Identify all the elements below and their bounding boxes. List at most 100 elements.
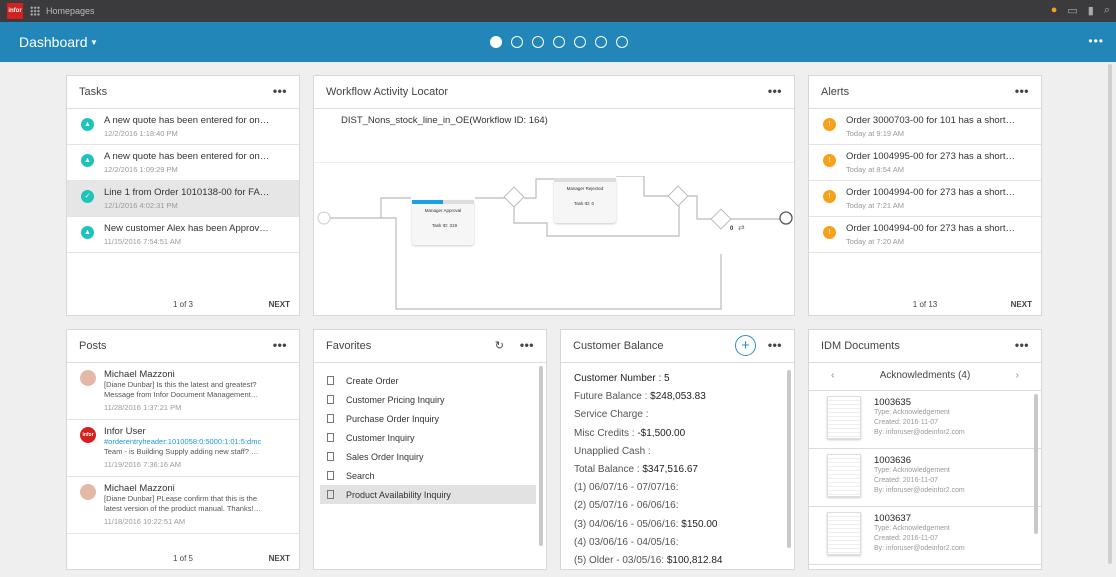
page-dot[interactable] (616, 36, 628, 48)
post-item[interactable]: infor Infor User #orderentryheader:1010058… (67, 420, 299, 477)
more-icon[interactable]: ••• (767, 338, 782, 352)
gateway (710, 208, 732, 230)
node-label: Manager Approval (424, 208, 462, 213)
widget-title: Favorites (326, 340, 372, 352)
favorite-item[interactable]: Search (320, 466, 536, 485)
favorite-item[interactable]: Customer Inquiry (320, 428, 536, 447)
chevron-left-icon[interactable]: ‹ (831, 370, 835, 381)
post-item[interactable]: Michael Mazzoni [Diane Dunbar] PLease con… (67, 477, 299, 534)
app-grid-icon[interactable] (30, 6, 40, 16)
more-icon[interactable]: ••• (1088, 34, 1104, 48)
more-icon[interactable]: ••• (272, 338, 287, 352)
task-date: 12/2/2016 1:18:40 PM (104, 129, 178, 138)
balance-row: Unapplied Cash : (574, 445, 651, 457)
widget-title: Tasks (79, 86, 108, 98)
post-link[interactable]: #orderentryheader:1010058:0:5000:1:01:5:… (104, 437, 262, 446)
task-text: A new quote has been entered for on… (104, 151, 270, 162)
homepages-label[interactable]: Homepages (46, 6, 95, 16)
page-dot[interactable] (574, 36, 586, 48)
alert-item[interactable]: ! Order 1004994-00 for 273 has a short… To… (809, 217, 1041, 253)
alert-item[interactable]: ! Order 1004995-00 for 273 has a short… To… (809, 145, 1041, 181)
task-date: 11/15/2016 7:54:51 AM (104, 237, 182, 246)
alert-date: Today at 7:21 AM (846, 201, 904, 210)
document-item[interactable]: 1003636 Type: Acknowledgement Created: 201… (809, 449, 1041, 507)
document-icon (327, 452, 334, 461)
scrollbar[interactable] (539, 366, 543, 546)
more-icon[interactable]: ••• (1014, 84, 1029, 98)
page-dot[interactable] (511, 36, 523, 48)
search-icon[interactable]: ⌕ (1103, 4, 1110, 16)
more-icon[interactable]: ••• (1014, 338, 1029, 352)
bell-icon: ▲ (81, 154, 94, 167)
chevron-right-icon[interactable]: › (1015, 370, 1019, 381)
favorite-label: Purchase Order Inquiry (346, 413, 440, 424)
task-item[interactable]: ▲ New customer Alex has been Approv… 11/15… (67, 217, 299, 253)
refresh-icon[interactable]: ↻ (494, 340, 504, 352)
workflow-widget: Workflow Activity Locator ••• DIST_Nons_s… (313, 75, 795, 316)
page-dot[interactable] (553, 36, 565, 48)
task-item[interactable]: ▲ A new quote has been entered for on… 12/… (67, 145, 299, 181)
post-text: Team - is Building Supply adding new sta… (104, 447, 259, 456)
category-label: Acknowledments (4) (879, 370, 971, 381)
user-icon[interactable]: ● (1050, 4, 1058, 16)
tasks-widget: Tasks ••• ▲ A new quote has been entered f… (66, 75, 300, 316)
post-author: Infor User (104, 426, 146, 437)
task-text: A new quote has been entered for on… (104, 115, 270, 126)
workflow-node-manager-rejected[interactable]: Manager Rejected Task ID: 0 (554, 178, 616, 223)
post-item[interactable]: Michael Mazzoni [Diane Dunbar] Is this th… (67, 363, 299, 420)
favorite-item[interactable]: Product Availability Inquiry (320, 485, 536, 504)
bookmark-icon[interactable]: ▮ (1087, 5, 1094, 17)
alert-text: Order 1004995-00 for 273 has a short… (846, 151, 1015, 162)
document-icon (327, 471, 334, 480)
document-icon (327, 433, 334, 442)
favorite-item[interactable]: Customer Pricing Inquiry (320, 390, 536, 409)
workflow-node-manager-approval[interactable]: Manager Approval Task ID: 319 (412, 200, 474, 245)
swap-icon[interactable]: ⇄ (738, 223, 745, 232)
page-title[interactable]: Dashboard (19, 34, 88, 50)
balance-list: Customer Number : 5 Future Balance : $24… (561, 363, 794, 577)
widget-title: Workflow Activity Locator (326, 86, 449, 98)
task-item[interactable]: ▲ A new quote has been entered for on… 12/… (67, 109, 299, 145)
more-icon[interactable]: ••• (519, 338, 534, 352)
task-item[interactable]: ✓ Line 1 from Order 1010138-00 for FA… 12/… (67, 181, 299, 217)
next-button[interactable]: NEXT (268, 300, 290, 309)
alert-date: Today at 7:20 AM (846, 237, 904, 246)
scrollbar[interactable] (787, 370, 791, 548)
page-dot[interactable] (490, 36, 502, 48)
document-item[interactable]: 1003637 Type: Acknowledgement Created: 201… (809, 507, 1041, 565)
favorite-label: Customer Pricing Inquiry (346, 394, 445, 405)
task-text: Line 1 from Order 1010138-00 for FA… (104, 187, 270, 198)
next-button[interactable]: NEXT (268, 554, 290, 563)
page-dot[interactable] (532, 36, 544, 48)
balance-row: Misc Credits : -$1,500.00 (574, 427, 686, 439)
document-item[interactable]: 1003635 Type: Acknowledgement Created: 201… (809, 391, 1041, 449)
bell-icon: ▲ (81, 118, 94, 131)
node-task: Task ID: 0 (574, 201, 595, 206)
more-icon[interactable]: ••• (272, 84, 287, 98)
infor-logo[interactable]: infor (7, 3, 23, 19)
favorite-item[interactable]: Sales Order Inquiry (320, 447, 536, 466)
page-dot[interactable] (595, 36, 607, 48)
end-event[interactable] (779, 211, 793, 225)
avatar (80, 484, 96, 500)
favorite-item[interactable]: Create Order (320, 371, 536, 390)
favorite-item[interactable]: Purchase Order Inquiry (320, 409, 536, 428)
start-event[interactable] (317, 211, 331, 225)
document-thumbnail (827, 396, 861, 439)
alerts-widget: Alerts ••• ! Order 3000703-00 for 101 has … (808, 75, 1042, 316)
chat-icon[interactable]: ▭ (1067, 5, 1078, 17)
page-scrollbar[interactable] (1108, 64, 1112, 564)
alert-item[interactable]: ! Order 3000703-00 for 101 has a short… To… (809, 109, 1041, 145)
dashboard-header: Dashboard ▼ ••• (0, 22, 1116, 62)
widget-title: Posts (79, 340, 107, 352)
alert-item[interactable]: ! Order 1004994-00 for 273 has a short… To… (809, 181, 1041, 217)
scrollbar[interactable] (1034, 394, 1038, 534)
node-task: Task ID: 319 (432, 223, 458, 228)
more-icon[interactable]: ••• (767, 84, 782, 98)
next-button[interactable]: NEXT (1010, 300, 1032, 309)
balance-row: Future Balance : $248,053.83 (574, 391, 706, 403)
chevron-down-icon[interactable]: ▼ (90, 38, 98, 47)
widget-title: Alerts (821, 86, 850, 98)
add-button[interactable]: + (735, 335, 756, 356)
widget-title: IDM Documents (821, 340, 900, 352)
